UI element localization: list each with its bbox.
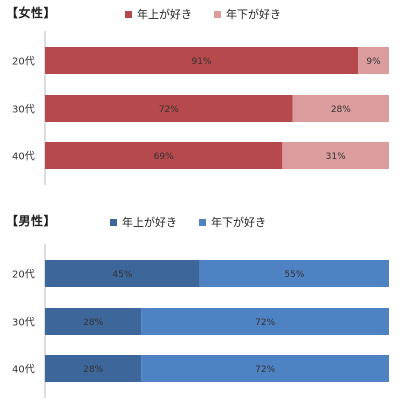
chart-title: 【女性】 [6, 6, 57, 20]
bar-segment [45, 142, 283, 169]
chart-title: 【男性】 [6, 214, 57, 228]
legend: 年上が好き 年下が好き [125, 6, 303, 22]
chart-male: 【男性】 年上が好き 年下が好き 20代 45% 55% 30代 28% 72% 40代 28… [0, 208, 407, 400]
data-label: 55% [284, 270, 304, 280]
legend: 年上が好き 年下が好き [110, 214, 288, 230]
data-label: 72% [255, 365, 275, 375]
category-label: 20代 [12, 56, 35, 68]
bar-segment [358, 47, 389, 74]
data-label: 69% [154, 152, 174, 162]
bar-segment [292, 95, 389, 122]
legend-item: 年上が好き [110, 214, 177, 230]
legend-item: 年下が好き [214, 6, 281, 22]
legend-item: 年上が好き [125, 6, 192, 22]
legend-label: 年上が好き [122, 216, 177, 229]
bar-segment [282, 142, 389, 169]
legend-label: 年下が好き [226, 8, 281, 21]
legend-label: 年下が好き [211, 216, 266, 229]
bar-plot-male: 20代 45% 55% 30代 28% 72% 40代 28% 72% [12, 244, 389, 398]
data-label: 28% [83, 365, 103, 375]
bar-segment [199, 260, 389, 287]
bar-segment [45, 260, 200, 287]
legend-swatch [125, 10, 132, 18]
bar-segment [45, 355, 142, 382]
data-label: 72% [255, 318, 275, 328]
data-label: 72% [159, 105, 179, 115]
category-label: 40代 [12, 364, 35, 376]
legend-swatch [199, 218, 206, 226]
legend-label: 年上が好き [137, 8, 192, 21]
bar-segment [141, 355, 389, 382]
data-label: 91% [192, 57, 212, 67]
category-label: 30代 [12, 104, 35, 116]
legend-item: 年下が好き [199, 214, 266, 230]
bar-segment [45, 47, 359, 74]
chart-female: 【女性】 年上が好き 年下が好き 20代 91% 9% 30代 72% 28% 40代 69%… [0, 0, 407, 190]
data-label: 9% [366, 57, 381, 67]
category-label: 20代 [12, 269, 35, 281]
data-label: 28% [331, 105, 351, 115]
bar-plot-female: 20代 91% 9% 30代 72% 28% 40代 69% 31% [12, 31, 389, 185]
bar-segment [45, 308, 142, 335]
legend-swatch [214, 10, 221, 18]
bar-segment [45, 95, 293, 122]
category-label: 40代 [12, 151, 35, 163]
data-label: 28% [83, 318, 103, 328]
bar-segment [141, 308, 389, 335]
legend-swatch [110, 218, 117, 226]
data-label: 45% [112, 270, 132, 280]
category-label: 30代 [12, 317, 35, 329]
data-label: 31% [326, 152, 346, 162]
